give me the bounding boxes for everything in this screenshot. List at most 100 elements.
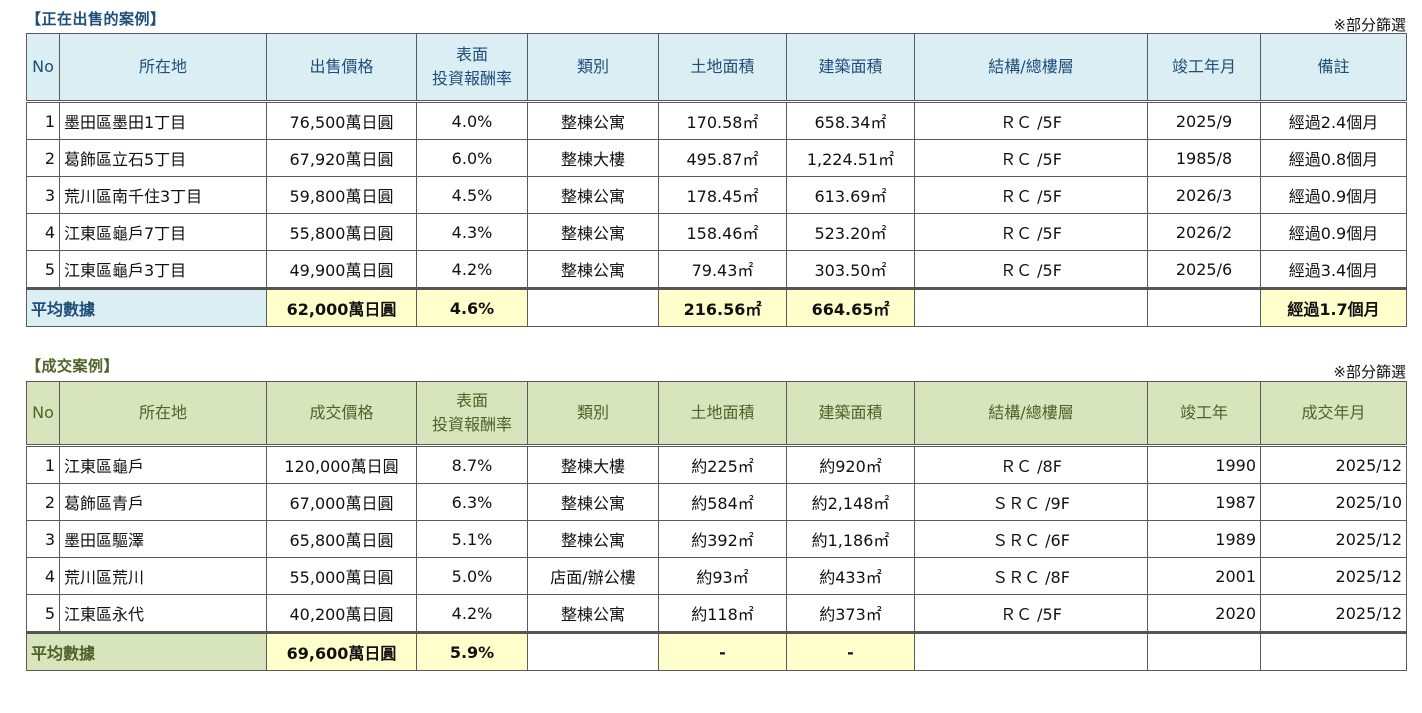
- cell-type: 店面/辦公樓: [527, 557, 659, 595]
- col-header-building-area: 建築面積: [786, 33, 915, 102]
- cell-location: 葛飾區青戶: [59, 483, 267, 521]
- cell-structure: ＲＣ /5F: [914, 176, 1148, 214]
- cell-price: 76,500萬日圓: [266, 100, 417, 140]
- cell-sold-date: 2025/12: [1260, 520, 1407, 558]
- cell-building-area: 約2,148㎡: [786, 483, 915, 521]
- col-header-yield-line2: 投資報酬率: [431, 69, 512, 88]
- cell-remarks: 經過0.9個月: [1260, 176, 1407, 214]
- cell-location: 江東區龜戶3丁目: [59, 250, 267, 289]
- cell-price: 59,800萬日圓: [266, 176, 417, 214]
- average-type-empty: [527, 287, 659, 327]
- cell-type: 整棟公寓: [527, 594, 659, 633]
- cell-structure: ＲＣ /5F: [914, 594, 1148, 633]
- cell-type: 整棟公寓: [527, 250, 659, 289]
- cell-built-year: 1990: [1147, 444, 1261, 484]
- listing-table: No 所在地 出售價格 表面 投資報酬率 類別 土地面積 建築面積 結構/總樓層 …: [26, 33, 1407, 327]
- cell-no: 1: [26, 100, 60, 140]
- cell-structure: ＲＣ /5F: [914, 213, 1148, 251]
- average-row: 平均數據 69,600萬日圓 5.9% - -: [26, 631, 1407, 671]
- cell-location: 江東區永代: [59, 594, 267, 633]
- table-row: 1 墨田區墨田1丁目 76,500萬日圓 4.0% 整棟公寓 170.58㎡ 6…: [26, 100, 1407, 140]
- average-remarks: 經過1.7個月: [1260, 287, 1407, 327]
- col-header-location: 所在地: [59, 33, 267, 102]
- cell-yield: 6.0%: [416, 139, 528, 177]
- cell-remarks: 經過0.8個月: [1260, 139, 1407, 177]
- sold-section: 【成交案例】 ※部分篩選 No 所在地 成交價格 表面投資報酬率 類別 土地面積…: [26, 355, 1407, 685]
- cell-location: 荒川區荒川: [59, 557, 267, 595]
- average-structure-empty: [914, 631, 1148, 671]
- cell-yield: 4.3%: [416, 213, 528, 251]
- col-header-built: 竣工年月: [1147, 33, 1261, 102]
- cell-built-year: 2001: [1147, 557, 1261, 595]
- cell-price: 67,920萬日圓: [266, 139, 417, 177]
- average-date-empty: [1260, 631, 1407, 671]
- cell-built: 2026/3: [1147, 176, 1261, 214]
- cell-built-year: 1989: [1147, 520, 1261, 558]
- average-row: 平均數據 62,000萬日圓 4.6% 216.56㎡ 664.65㎡ 經過1.…: [26, 287, 1407, 327]
- cell-structure: ＲＣ /5F: [914, 250, 1148, 289]
- cell-no: 4: [26, 213, 60, 251]
- cell-sold-date: 2025/12: [1260, 557, 1407, 595]
- cell-sold-date: 2025/12: [1260, 444, 1407, 484]
- sold-section-title: 【成交案例】: [26, 357, 120, 375]
- col-header-price: 出售價格: [266, 33, 417, 102]
- cell-land-area: 約225㎡: [658, 444, 787, 484]
- cell-building-area: 658.34㎡: [786, 100, 915, 140]
- cell-no: 2: [26, 483, 60, 521]
- cell-land-area: 約118㎡: [658, 594, 787, 633]
- average-building-area: 664.65㎡: [786, 287, 915, 327]
- cell-yield: 5.1%: [416, 520, 528, 558]
- cell-type: 整棟公寓: [527, 176, 659, 214]
- average-built-empty: [1147, 631, 1261, 671]
- sold-header-row: No 所在地 成交價格 表面 投資報酬率 類別 土地面積 建築面積 結構/總樓層 …: [26, 381, 1407, 446]
- cell-structure: ＲＣ /8F: [914, 444, 1148, 484]
- cell-remarks: 經過3.4個月: [1260, 250, 1407, 289]
- table-row: 1 江東區龜戶 120,000萬日圓 8.7% 整棟大樓 約225㎡ 約920㎡…: [26, 444, 1407, 484]
- col-header-yield-line1: 表面: [455, 391, 488, 410]
- cell-building-area: 1,224.51㎡: [786, 139, 915, 177]
- cell-no: 3: [26, 176, 60, 214]
- average-land-area: -: [658, 631, 787, 671]
- cell-building-area: 約1,186㎡: [786, 520, 915, 558]
- cell-built: 2026/2: [1147, 213, 1261, 251]
- cell-yield: 8.7%: [416, 444, 528, 484]
- cell-price: 55,000萬日圓: [266, 557, 417, 595]
- cell-location: 江東區龜戶7丁目: [59, 213, 267, 251]
- cell-type: 整棟公寓: [527, 483, 659, 521]
- cell-remarks: 經過0.9個月: [1260, 213, 1407, 251]
- cell-price: 67,000萬日圓: [266, 483, 417, 521]
- cell-land-area: 158.46㎡: [658, 213, 787, 251]
- cell-land-area: 495.87㎡: [658, 139, 787, 177]
- cell-sold-date: 2025/12: [1260, 594, 1407, 633]
- sold-filter-note: ※部分篩選: [1333, 363, 1406, 381]
- cell-sold-date: 2025/10: [1260, 483, 1407, 521]
- col-header-yield-line2: 投資報酬率: [431, 415, 512, 434]
- col-header-no: No: [26, 381, 60, 446]
- col-header-structure: 結構/總樓層: [914, 381, 1148, 446]
- listing-header-row: No 所在地 出售價格 表面 投資報酬率 類別 土地面積 建築面積 結構/總樓層 …: [26, 33, 1407, 102]
- cell-land-area: 170.58㎡: [658, 100, 787, 140]
- col-header-price: 成交價格: [266, 381, 417, 446]
- average-structure-empty: [914, 287, 1148, 327]
- table-row: 3 荒川區南千住3丁目 59,800萬日圓 4.5% 整棟公寓 178.45㎡ …: [26, 176, 1407, 214]
- col-header-land-area: 土地面積: [658, 381, 787, 446]
- cell-location: 墨田區墨田1丁目: [59, 100, 267, 140]
- average-label: 平均數據: [26, 631, 267, 671]
- cell-structure: ＲＣ /5F: [914, 100, 1148, 140]
- col-header-type: 類別: [527, 381, 659, 446]
- cell-price: 55,800萬日圓: [266, 213, 417, 251]
- average-yield: 4.6%: [416, 287, 528, 327]
- cell-location: 江東區龜戶: [59, 444, 267, 484]
- table-row: 4 江東區龜戶7丁目 55,800萬日圓 4.3% 整棟公寓 158.46㎡ 5…: [26, 213, 1407, 251]
- cell-structure: ＳＲＣ /8F: [914, 557, 1148, 595]
- cell-building-area: 523.20㎡: [786, 213, 915, 251]
- col-header-yield: 表面 投資報酬率: [416, 381, 528, 446]
- cell-building-area: 303.50㎡: [786, 250, 915, 289]
- cell-yield: 6.3%: [416, 483, 528, 521]
- cell-land-area: 約93㎡: [658, 557, 787, 595]
- cell-land-area: 約392㎡: [658, 520, 787, 558]
- cell-type: 整棟公寓: [527, 213, 659, 251]
- average-yield: 5.9%: [416, 631, 528, 671]
- col-header-location: 所在地: [59, 381, 267, 446]
- cell-type: 整棟公寓: [527, 100, 659, 140]
